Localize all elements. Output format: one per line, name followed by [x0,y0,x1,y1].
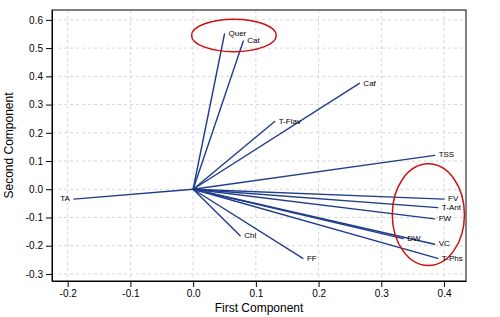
vector-label: Quer [229,29,247,38]
y-tick-mark [46,274,52,275]
y-tick-label: 0.1 [29,156,43,167]
x-grid-line [67,10,68,281]
ellipse [192,19,277,51]
vector-label: VC [439,239,450,248]
vector [193,155,434,189]
x-tick: -0.1 [122,281,140,299]
vector-label: T-Flav [279,117,301,126]
plot-area [74,19,464,265]
plot-frame [52,10,466,281]
y-tick: 0.3 [29,99,52,110]
vector-label: T-Phs [442,254,463,263]
x-grid-line [130,10,131,281]
x-tick-mark [319,281,320,287]
y-tick-mark [46,20,52,21]
chart: -0.2 -0.1 0.0 0.1 0.2 0.3 0.4 -0.3 -0.2 -0.1 0.0 0.… [0,0,500,317]
vector [193,83,359,189]
x-grid-line [318,10,319,281]
vector [193,41,243,189]
y-tick-label: -0.3 [26,269,44,280]
y-grid-line [52,273,466,274]
vector-label: TSS [439,150,455,159]
y-grid-line [52,161,466,162]
y-tick-label: 0.3 [29,99,43,110]
y-tick: 0.0 [29,184,52,195]
y-tick-label: -0.2 [26,240,44,251]
x-axis: -0.2 -0.1 0.0 0.1 0.2 0.3 0.4 [53,281,467,299]
y-tick: 0.6 [29,15,52,26]
y-tick-mark [46,246,52,247]
x-tick: 0.2 [312,281,326,299]
y-grid-line [52,104,466,105]
x-tick: -0.2 [60,281,78,299]
x-tick-mark [68,281,69,287]
x-tick-label: -0.2 [60,288,78,299]
y-tick: -0.2 [26,240,52,251]
vector-label: FF [307,254,317,263]
y-tick-mark [46,133,52,134]
y-tick-mark [46,161,52,162]
y-tick: 0.4 [29,71,52,82]
vector-label: T-Ant [442,203,462,212]
x-tick: 0.1 [249,281,263,299]
x-tick: 0.3 [375,281,389,299]
y-axis: -0.3 -0.2 -0.1 0.0 0.1 0.2 0.3 0.4 0.5 0.6 [26,11,53,282]
y-grid-line [52,217,466,218]
vector-label: FW [439,214,452,223]
y-tick-label: -0.1 [26,212,44,223]
vector [193,189,303,258]
x-grid-line [255,10,256,281]
x-tick-label: -0.1 [122,288,140,299]
vector [74,189,193,199]
y-tick: -0.3 [26,269,52,280]
vector-label: DW [407,234,421,243]
x-tick-label: 0.3 [375,288,389,299]
y-tick-mark [46,189,52,190]
x-grid-line [193,10,194,281]
y-tick: 0.5 [29,43,52,54]
x-grid-line [381,10,382,281]
vector-labels: QuerCatCafT-FlavTSSFVT-AntFWDWVCT-PhsChl… [60,29,462,262]
x-axis-title: First Component [215,301,304,315]
y-grid-line [52,189,466,190]
y-grid-line [52,132,466,133]
y-tick-mark [46,76,52,77]
vector-label: TA [60,194,70,203]
ellipse [392,164,464,266]
x-tick-label: 0.0 [187,288,201,299]
vector [193,189,434,219]
x-tick-mark [193,281,194,287]
x-tick-mark [130,281,131,287]
vector-label: Chl [244,231,256,240]
vector [193,189,434,244]
x-tick-label: 0.2 [312,288,326,299]
x-tick: 0.0 [187,281,201,299]
y-tick-mark [46,217,52,218]
vector [193,189,240,236]
y-tick-mark [46,105,52,106]
grid [52,10,466,281]
y-tick: 0.2 [29,127,52,138]
x-tick-mark [444,281,445,287]
y-tick: -0.1 [26,212,52,223]
y-axis-title: Second Component [2,92,16,199]
y-tick-label: 0.4 [29,71,43,82]
y-grid-line [52,19,466,20]
vector-label: Caf [363,79,376,88]
y-grid-line [52,76,466,77]
y-tick-label: 0.0 [29,184,43,195]
x-tick: 0.4 [438,281,452,299]
x-tick-mark [256,281,257,287]
y-tick-label: 0.2 [29,127,43,138]
x-tick-label: 0.4 [438,288,452,299]
y-tick-label: 0.5 [29,43,43,54]
y-tick-label: 0.6 [29,15,43,26]
y-tick-mark [46,48,52,49]
y-tick: 0.1 [29,156,52,167]
x-tick-label: 0.1 [249,288,263,299]
y-grid-line [52,245,466,246]
vector-label: Cat [247,36,260,45]
x-tick-mark [381,281,382,287]
